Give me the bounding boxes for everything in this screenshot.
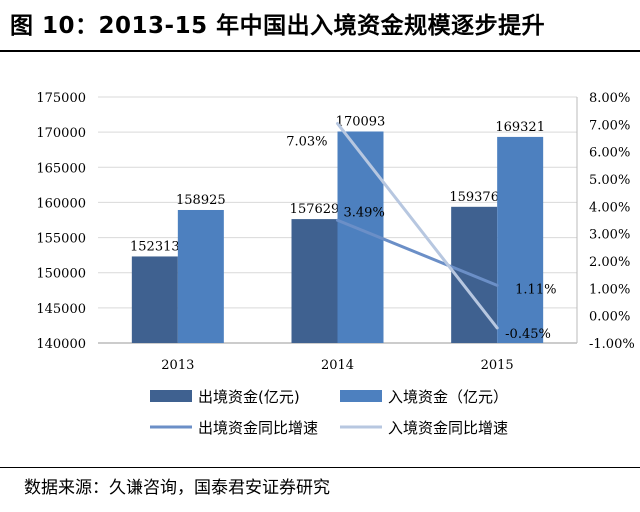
line-series-inbound-growth (336, 122, 499, 330)
legend-swatch (340, 390, 382, 402)
left-axis-tick-label: 145000 (36, 302, 86, 317)
line-data-label: 3.49% (344, 205, 385, 220)
left-axis-tick-label: 140000 (36, 337, 86, 352)
left-axis-tick-label: 160000 (36, 196, 86, 211)
bar-inbound (177, 209, 224, 343)
source-rule (0, 467, 640, 468)
legend-swatch (150, 390, 192, 402)
bar-inbound (497, 136, 544, 343)
right-axis-tick-label: -1.00% (589, 337, 635, 352)
left-axis-tick-label: 150000 (36, 267, 86, 282)
legend-label: 入境资金同比增速 (388, 419, 508, 437)
bar-data-label: 157629 (290, 202, 340, 217)
bar-data-label: 170093 (336, 114, 386, 129)
chart: 140000 145000 150000 155000 160000 165000 1700… (36, 91, 635, 437)
legend-label: 出境资金(亿元) (198, 388, 300, 406)
line-data-label: -0.45% (505, 327, 551, 342)
line-data-label: 1.11% (515, 282, 556, 297)
source-note: 数据来源：久谦咨询，国泰君安证券研究 (24, 478, 330, 498)
right-axis-tick-label: 3.00% (589, 228, 630, 243)
right-axis-tick-label: 5.00% (589, 173, 630, 188)
x-axis-tick-label: 2014 (321, 358, 354, 373)
left-axis-tick-label: 165000 (36, 161, 86, 176)
right-axis-tick-label: 6.00% (589, 146, 630, 161)
bar-data-label: 159376 (449, 190, 499, 205)
line-data-label: 7.03% (286, 135, 327, 150)
right-axis-tick-label: 1.00% (589, 282, 630, 297)
x-axis-tick-label: 2015 (481, 358, 514, 373)
line-series-outbound-growth (336, 218, 499, 287)
right-axis-tick-label: 4.00% (589, 200, 630, 215)
figure-title: 图 10：2013-15 年中国出入境资金规模逐步提升 (10, 13, 546, 39)
legend-label: 出境资金同比增速 (198, 419, 318, 437)
bar-data-label: 158925 (176, 193, 226, 208)
bar-outbound (131, 256, 178, 343)
bar-outbound (291, 219, 338, 343)
x-axis-tick-label: 2013 (161, 358, 194, 373)
legend-label: 入境资金（亿元） (388, 388, 508, 406)
right-axis-tick-label: 2.00% (589, 255, 630, 270)
left-axis-tick-label: 155000 (36, 232, 86, 247)
left-axis-tick-label: 175000 (36, 91, 86, 106)
title-rule (0, 50, 640, 52)
bar-data-label: 152313 (130, 239, 180, 254)
right-axis-tick-label: 0.00% (589, 310, 630, 325)
bar-data-label: 169321 (495, 120, 545, 135)
right-axis-tick-label: 7.00% (589, 118, 630, 133)
right-axis-tick-label: 8.00% (589, 91, 630, 106)
left-axis-tick-label: 170000 (36, 126, 86, 141)
